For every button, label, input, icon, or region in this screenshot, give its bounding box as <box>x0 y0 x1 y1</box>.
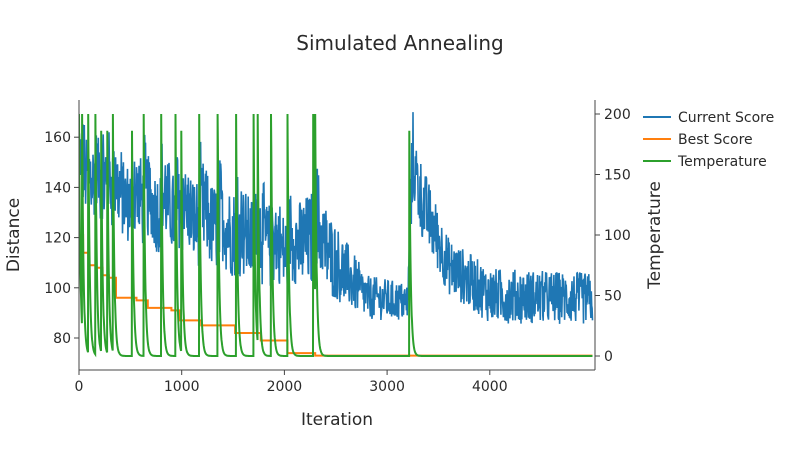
x-tick-label: 1000 <box>164 379 200 395</box>
x-tick-label: 2000 <box>267 379 303 395</box>
y2-tick-label: 200 <box>604 107 631 123</box>
y-tick-label: 120 <box>44 231 71 247</box>
y-tick-label: 160 <box>44 130 71 146</box>
series-layer <box>79 112 594 358</box>
x-tick-label: 4000 <box>472 379 508 395</box>
legend: Current Score Best Score Temperature <box>643 110 774 170</box>
current-score-line <box>79 112 594 324</box>
y2-ticks: 0 50 100 150 200 <box>595 107 631 365</box>
y2-tick-label: 100 <box>604 228 631 244</box>
x-tick-label: 0 <box>75 379 84 395</box>
x-ticks: 0 1000 2000 3000 4000 <box>75 370 508 395</box>
y2-axis-title: Temperature <box>645 181 665 290</box>
x-axis-title: Iteration <box>301 410 373 430</box>
legend-label-best: Best Score <box>678 132 753 148</box>
y2-tick-label: 50 <box>604 289 622 305</box>
y-axis-title: Distance <box>4 198 24 272</box>
y2-tick-label: 150 <box>604 168 631 184</box>
y-tick-label: 140 <box>44 180 71 196</box>
y2-tick-label: 0 <box>604 349 613 365</box>
y-tick-label: 80 <box>53 331 71 347</box>
y-ticks: 80 100 120 140 160 <box>44 130 79 347</box>
legend-item-best[interactable]: Best Score <box>643 132 753 148</box>
legend-item-current[interactable]: Current Score <box>643 110 774 126</box>
y-tick-label: 100 <box>44 281 71 297</box>
x-tick-label: 3000 <box>369 379 405 395</box>
temperature-line <box>79 113 593 358</box>
legend-label-current: Current Score <box>678 110 774 126</box>
chart-title: Simulated Annealing <box>296 31 504 55</box>
legend-label-temperature: Temperature <box>677 154 767 170</box>
legend-item-temperature[interactable]: Temperature <box>643 154 767 170</box>
